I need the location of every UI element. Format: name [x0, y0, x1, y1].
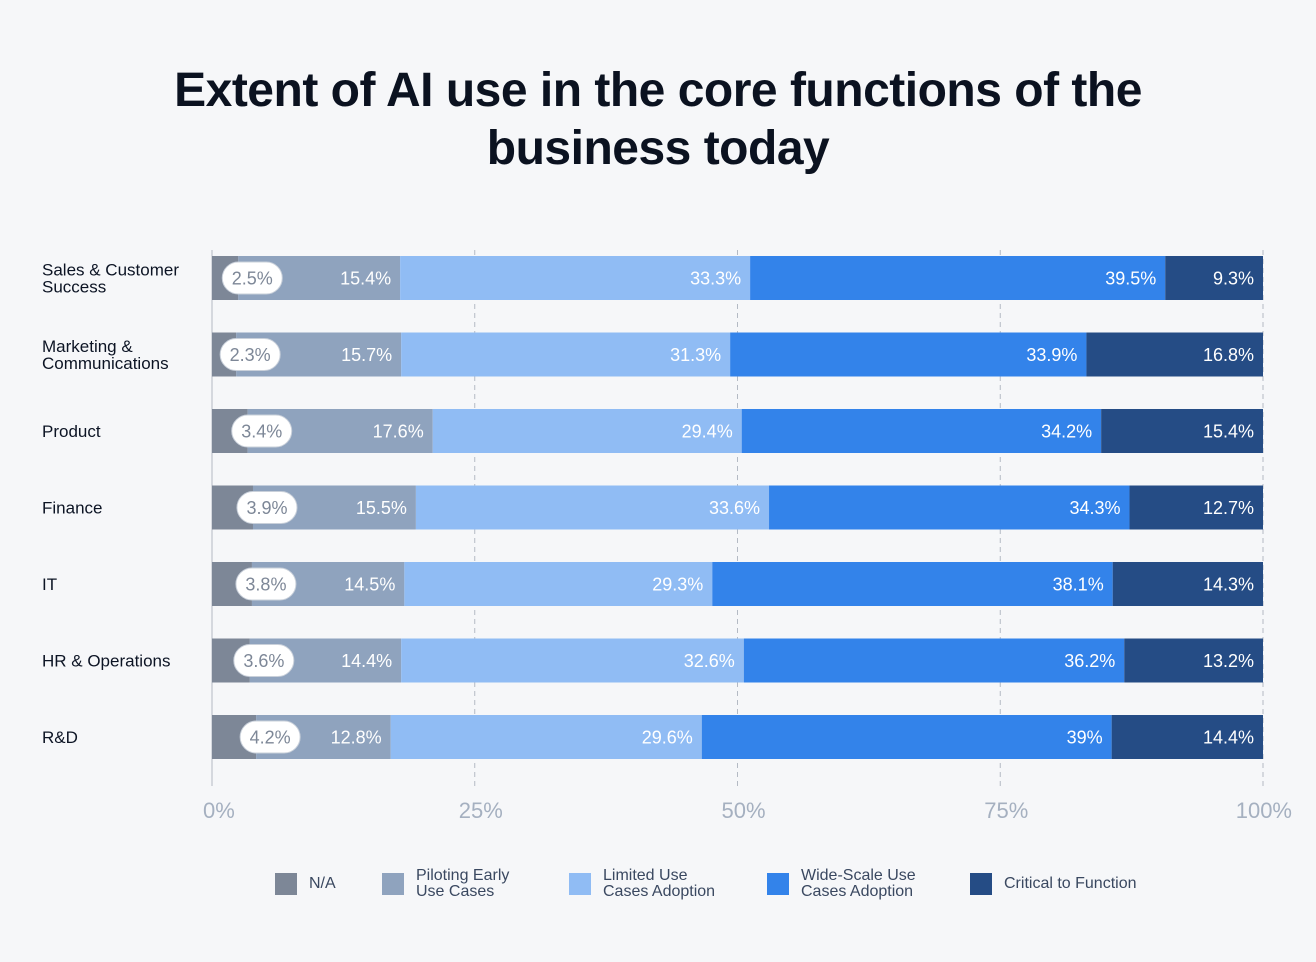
category-label: Product — [42, 422, 101, 441]
na-pill — [221, 261, 283, 295]
data-label: 2.3% — [230, 345, 271, 365]
legend-swatch — [569, 873, 591, 895]
data-label: 2.5% — [232, 269, 273, 289]
legend-item: N/A — [275, 864, 336, 904]
data-label: 3.8% — [245, 575, 286, 595]
bar-segment — [1101, 409, 1263, 453]
na-pill — [231, 414, 293, 448]
data-label: 12.7% — [1203, 498, 1254, 518]
data-label: 31.3% — [670, 345, 721, 365]
chart-legend: N/A Piloting Early Use Cases Limited Use Cas… — [0, 864, 1316, 908]
data-label: 29.6% — [642, 728, 693, 748]
x-tick-label: 0% — [203, 798, 235, 823]
data-label: 15.4% — [1203, 422, 1254, 442]
data-label: 13.2% — [1203, 651, 1254, 671]
data-label: 16.8% — [1203, 345, 1254, 365]
data-label: 3.9% — [246, 498, 287, 518]
x-tick-label: 50% — [721, 798, 765, 823]
legend-label: Limited Use Cases Adoption — [603, 867, 716, 900]
data-label: 33.3% — [690, 269, 741, 289]
bar-segment — [1086, 332, 1263, 377]
bar-segment — [743, 638, 1125, 683]
category-label: IT — [42, 575, 57, 594]
bar-segment — [1165, 256, 1263, 300]
data-label: 33.9% — [1026, 345, 1077, 365]
legend-label: Piloting Early Use Cases — [416, 867, 510, 900]
bar-segment — [712, 562, 1113, 606]
data-label: 3.6% — [243, 651, 284, 671]
data-label: 39% — [1067, 728, 1103, 748]
bar-segment — [1112, 562, 1263, 606]
na-pill — [219, 338, 281, 371]
x-tick-label: 25% — [459, 798, 503, 823]
bar-segment — [730, 332, 1087, 377]
data-label: 14.5% — [344, 575, 395, 595]
bar-segment — [1124, 638, 1263, 683]
bar-segment — [400, 256, 751, 300]
data-label: 34.3% — [1069, 498, 1120, 518]
bar-segment — [401, 332, 731, 377]
data-label: 15.5% — [356, 498, 407, 518]
data-label: 14.4% — [341, 651, 392, 671]
legend-label: Critical to Function — [1004, 875, 1137, 892]
bar-segment — [741, 409, 1102, 453]
data-label: 17.6% — [373, 422, 424, 442]
data-label: 39.5% — [1105, 269, 1156, 289]
x-tick-label: 75% — [984, 798, 1028, 823]
legend-swatch — [767, 873, 789, 895]
data-label: 36.2% — [1064, 651, 1115, 671]
category-label: R&D — [42, 728, 78, 747]
legend-swatch — [970, 873, 992, 895]
legend-label: Wide-Scale Use Cases Adoption — [801, 867, 916, 900]
data-label: 29.3% — [652, 575, 703, 595]
data-label: 4.2% — [250, 728, 291, 748]
stacked-bar-chart: 15.4% 33.3% 39.5% 9.3% 2.5% Sales & Customer S… — [42, 250, 1292, 823]
x-tick-label: 100% — [1236, 798, 1292, 823]
na-pill — [239, 720, 301, 754]
data-label: 29.4% — [682, 422, 733, 442]
legend-label: N/A — [309, 875, 336, 892]
na-pill — [236, 491, 298, 524]
data-label: 14.3% — [1203, 575, 1254, 595]
legend-item: Critical to Function — [970, 864, 1137, 904]
na-pill — [235, 567, 297, 601]
bar-segment — [415, 485, 770, 530]
legend-item: Limited Use Cases Adoption — [569, 864, 715, 904]
bar-segment — [769, 485, 1130, 530]
category-label: HR & Operations — [42, 652, 171, 671]
bar-segment — [401, 638, 744, 683]
bar-segment — [432, 409, 742, 453]
bar-segment — [1111, 715, 1263, 759]
legend-swatch — [275, 873, 297, 895]
legend-swatch — [382, 873, 404, 895]
category-label: Marketing & Communications — [42, 337, 169, 373]
data-label: 3.4% — [241, 422, 282, 442]
data-label: 34.2% — [1041, 422, 1092, 442]
bar-segment — [1129, 485, 1263, 530]
data-label: 9.3% — [1213, 269, 1254, 289]
legend-item: Piloting Early Use Cases — [382, 864, 509, 904]
legend-item: Wide-Scale Use Cases Adoption — [767, 864, 916, 904]
bar-segment — [404, 562, 713, 606]
data-label: 32.6% — [684, 651, 735, 671]
na-pill — [233, 644, 295, 677]
data-label: 38.1% — [1053, 575, 1104, 595]
data-label: 15.7% — [341, 345, 392, 365]
bar-segment — [390, 715, 702, 759]
data-label: 15.4% — [340, 269, 391, 289]
data-label: 12.8% — [331, 728, 382, 748]
bar-segment — [701, 715, 1112, 759]
category-label: Finance — [42, 499, 102, 518]
bar-segment — [750, 256, 1166, 300]
chart-title: Extent of AI use in the core functions o… — [174, 64, 1142, 175]
data-label: 33.6% — [709, 498, 760, 518]
category-label: Sales & Customer Success — [42, 261, 179, 297]
data-label: 14.4% — [1203, 728, 1254, 748]
